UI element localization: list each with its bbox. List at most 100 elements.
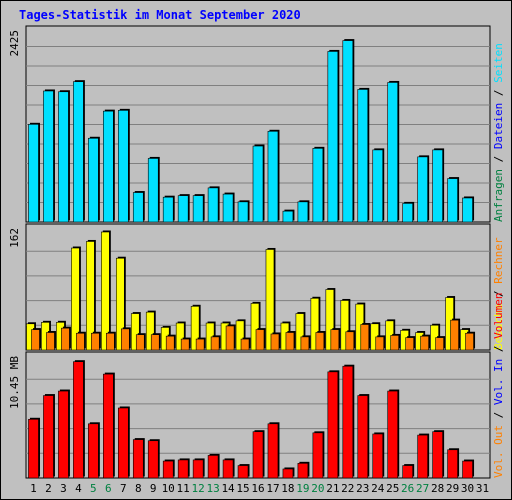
bar-rechner-day-29 <box>450 319 459 351</box>
bar-volumen-day-30 <box>462 460 473 479</box>
x-tick-label: 15 <box>236 482 249 495</box>
x-axis-day-labels: 1 2 3 4 5 6 7 8 9 10 11 12 13 14 15 16 17 18 19 20 21 22 23 24 2… <box>30 482 489 495</box>
x-tick-label: 27 <box>416 482 429 495</box>
bar-seiten-day-29 <box>447 178 458 223</box>
panel-volume: 10.45 MB <box>8 351 491 479</box>
bar-rechner-day-12 <box>195 338 205 351</box>
x-tick-label: 12 <box>192 482 205 495</box>
x-tick-label: 11 <box>177 482 190 495</box>
bar-rechner-day-7 <box>120 328 130 351</box>
x-tick-label: 22 <box>341 482 354 495</box>
x-tick-label: 2 <box>45 482 52 495</box>
bar-seiten-day-24 <box>372 149 384 223</box>
bar-volumen-day-9 <box>147 440 159 479</box>
legend-entry: Dateien <box>492 103 505 149</box>
bar-besuche-day-9 <box>145 311 155 351</box>
panel-visits: 162 <box>8 223 491 351</box>
bar-rechner-day-19 <box>300 336 310 351</box>
bar-volumen-day-7 <box>117 407 129 479</box>
bar-seiten-day-27 <box>417 156 428 223</box>
bar-volumen-day-12 <box>192 459 204 479</box>
bar-volumen-day-24 <box>372 433 384 479</box>
x-tick-label: 28 <box>431 482 444 495</box>
x-tick-label: 31 <box>476 482 489 495</box>
x-tick-label: 13 <box>206 482 219 495</box>
x-tick-label: 14 <box>221 482 235 495</box>
chart-title: Tages-Statistik im Monat September 2020 <box>19 8 301 22</box>
bar-rechner-day-10 <box>165 335 175 351</box>
chart-legend: Anfragen / Dateien / Seiten Besuche / Rec… <box>492 43 505 478</box>
bar-seiten-day-23 <box>357 89 369 223</box>
bar-besuche-day-5 <box>86 241 95 351</box>
bar-seiten-day-5 <box>88 137 99 223</box>
bar-volumen-day-1 <box>28 418 39 479</box>
bar-volumen-day-4 <box>73 361 84 479</box>
bar-besuche-day-19 <box>295 313 305 351</box>
bar-volumen-day-23 <box>357 395 369 479</box>
legend-group-1: Anfragen / Dateien / Seiten <box>492 43 505 222</box>
bar-volumen-day-10 <box>162 460 174 479</box>
legend-separator: / <box>492 339 505 359</box>
chart-panels: 2425 162 10.45 MB <box>8 25 491 479</box>
bar-volumen-day-11 <box>177 459 189 479</box>
bar-rechner-day-21 <box>330 329 340 351</box>
legend-entry: Volumen <box>492 293 505 339</box>
x-tick-label: 19 <box>296 482 309 495</box>
bar-seiten-day-11 <box>177 195 189 223</box>
x-tick-label: 6 <box>105 482 112 495</box>
bar-rechner-day-28 <box>435 337 444 351</box>
x-tick-label: 4 <box>75 482 82 495</box>
panel-max-label: 2425 <box>8 30 21 57</box>
bar-seiten-day-1 <box>28 124 39 223</box>
bar-rechner-day-8 <box>135 334 145 351</box>
bar-rechner-day-13 <box>210 336 220 351</box>
bar-seiten-day-4 <box>73 81 84 223</box>
bar-rechner-day-2 <box>46 332 55 351</box>
legend-separator: / <box>492 149 505 169</box>
x-tick-label: 17 <box>266 482 279 495</box>
bar-besuche-day-17 <box>265 249 275 351</box>
legend-entry: Rechner <box>492 237 505 284</box>
bar-seiten-day-19 <box>297 201 309 223</box>
bar-rechner-day-17 <box>270 333 280 351</box>
legend-separator: / <box>492 83 505 103</box>
panel-requests: 2425 <box>8 25 491 223</box>
x-tick-label: 18 <box>281 482 294 495</box>
bar-volumen-day-21 <box>327 371 339 479</box>
bar-rechner-day-4 <box>76 332 85 351</box>
x-tick-label: 23 <box>356 482 369 495</box>
bar-volumen-day-17 <box>267 423 279 479</box>
x-tick-label: 10 <box>162 482 175 495</box>
bar-rechner-day-11 <box>180 338 190 351</box>
bar-seiten-day-28 <box>432 149 443 223</box>
bar-volumen-day-29 <box>447 449 458 479</box>
bar-seiten-day-30 <box>462 197 473 223</box>
bar-volumen-day-14 <box>222 459 234 479</box>
bar-seiten-day-15 <box>237 201 249 223</box>
bar-volumen-day-19 <box>297 463 309 479</box>
bar-rechner-day-14 <box>225 325 235 351</box>
bar-seiten-day-12 <box>192 195 204 223</box>
bar-rechner-day-22 <box>345 331 355 351</box>
x-tick-label: 7 <box>120 482 127 495</box>
bar-volumen-day-15 <box>237 465 249 479</box>
x-tick-label: 30 <box>461 482 474 495</box>
bar-volumen-day-8 <box>132 439 144 479</box>
bar-seiten-day-26 <box>402 203 413 223</box>
bar-rechner-day-18 <box>285 332 295 351</box>
bar-volumen-day-13 <box>207 455 219 479</box>
legend-separator: / <box>492 284 505 304</box>
legend-entry: Vol. Out <box>492 425 505 478</box>
x-tick-label: 20 <box>311 482 324 495</box>
x-tick-label: 3 <box>60 482 67 495</box>
bar-volumen-day-28 <box>432 431 443 479</box>
bar-rechner-day-26 <box>405 337 414 351</box>
bar-seiten-day-22 <box>342 40 354 223</box>
bar-volumen-day-22 <box>342 365 354 479</box>
bar-volumen-day-2 <box>43 395 54 479</box>
bar-besuche-day-4 <box>71 247 80 351</box>
bar-seiten-day-21 <box>327 51 339 223</box>
bar-volumen-day-25 <box>387 390 399 479</box>
bar-rechner-day-3 <box>61 327 70 351</box>
x-tick-label: 25 <box>386 482 399 495</box>
